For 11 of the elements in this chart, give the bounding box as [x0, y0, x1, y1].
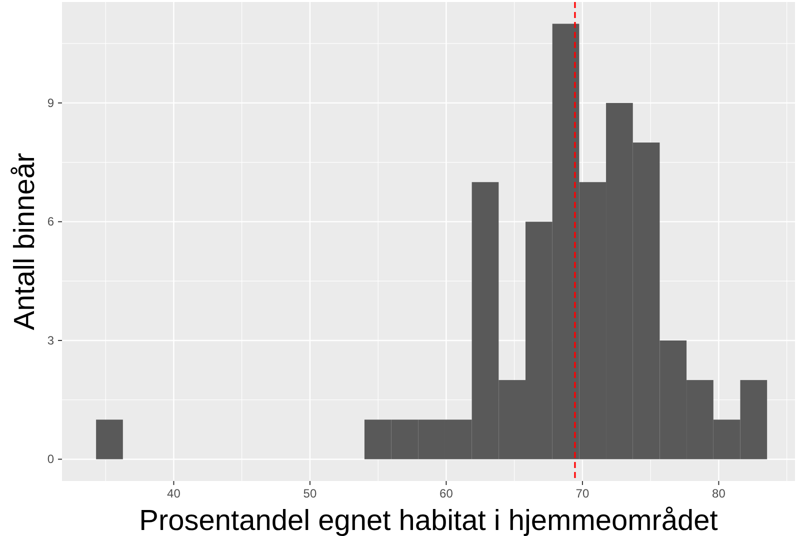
- x-axis-title: Prosentandel egnet habitat i hjemmeområdet: [139, 505, 718, 536]
- x-tick-label: 70: [576, 486, 590, 501]
- y-tick-label: 3: [47, 333, 54, 348]
- x-tick-label: 40: [167, 486, 181, 501]
- y-tick-label: 9: [47, 96, 54, 110]
- y-tick-label: 0: [47, 452, 54, 466]
- y-axis-title: Antall binneår: [9, 152, 41, 330]
- x-tick-label: 50: [303, 486, 317, 501]
- x-tick-label: 60: [440, 486, 454, 501]
- y-tick-label: 6: [47, 214, 54, 229]
- x-tick-label: 80: [712, 486, 726, 501]
